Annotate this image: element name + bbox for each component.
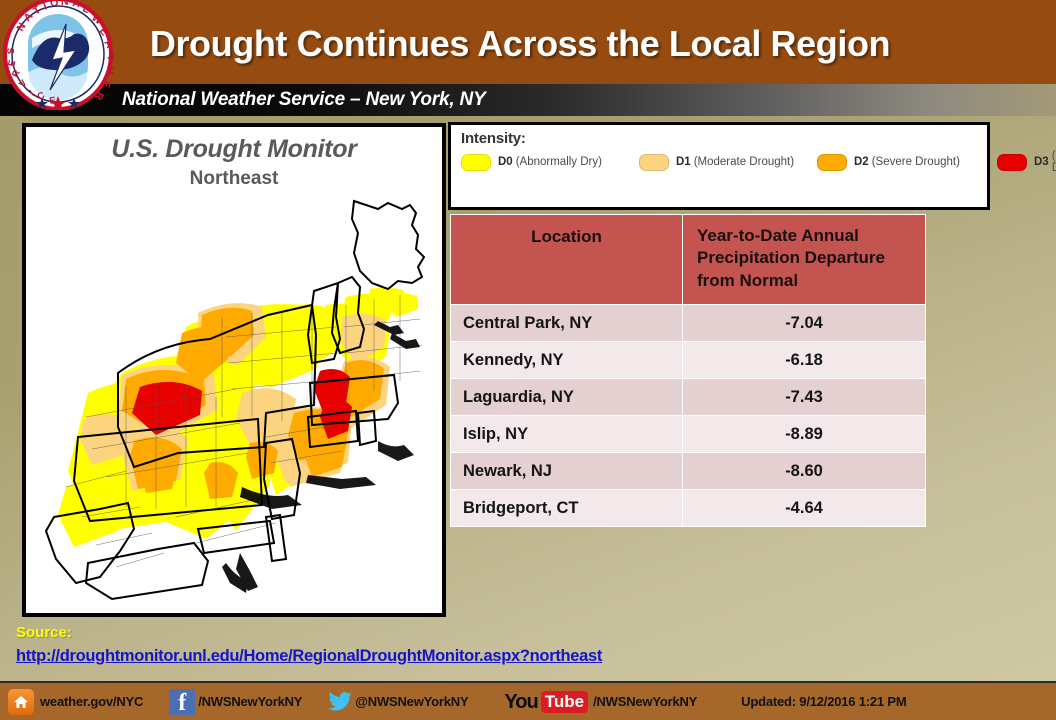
footer-website-label: weather.gov/NYC: [40, 694, 144, 709]
footer-twitter-label: @NWSNewYorkNY: [355, 694, 469, 709]
footer-website[interactable]: weather.gov/NYC: [0, 683, 143, 720]
source-url-link[interactable]: http://droughtmonitor.unl.edu/Home/Regio…: [16, 647, 603, 665]
legend-items: D0 (Abnormally Dry) D1 (Moderate Drought…: [461, 149, 1056, 175]
svg-text:E: E: [6, 59, 18, 68]
map-title: U.S. Drought Monitor: [111, 135, 357, 163]
svg-text:N: N: [61, 0, 69, 8]
legend-swatch-d1-icon: [639, 153, 669, 171]
svg-text:S: S: [6, 48, 17, 55]
footer-youtube-label: /NWSNewYorkNY: [593, 694, 698, 709]
cell-departure: -7.04: [682, 304, 926, 343]
svg-text:C: C: [36, 90, 47, 103]
office-subtitle: National Weather Service – New York, NY: [122, 89, 486, 110]
table-row: Kennedy, NY -6.18: [450, 341, 926, 380]
table-row: Newark, NJ -8.60: [450, 452, 926, 491]
table-row: Bridgeport, CT -4.64: [450, 489, 926, 528]
precipitation-departure-table: Location Year-to-Date Annual Precipitati…: [450, 213, 926, 528]
table-row: Islip, NY -8.89: [450, 415, 926, 454]
legend-item-d1: D1 (Moderate Drought): [639, 149, 817, 175]
footer-updated-label: Updated: 9/12/2016 1:21 PM: [741, 694, 907, 709]
legend-desc-d3: (Extreme Drought): [1051, 150, 1056, 174]
nws-logo-icon: N A T I O N A L W E A T H E R S E R V I …: [2, 0, 117, 111]
legend-item-d0: D0 (Abnormally Dry): [461, 149, 639, 175]
table-row: Laguardia, NY -7.43: [450, 378, 926, 417]
footer-youtube[interactable]: You Tube /NWSNewYorkNY: [504, 683, 697, 720]
legend-desc-d1: (Moderate Drought): [693, 156, 795, 168]
cell-location: Bridgeport, CT: [450, 489, 683, 528]
header-subtitle-bar: [0, 84, 1056, 116]
footer-facebook[interactable]: f /NWSNewYorkNY: [169, 683, 302, 720]
legend-item-d2: D2 (Severe Drought): [817, 149, 997, 175]
legend-code-d1: D1: [676, 156, 691, 168]
cell-departure: -7.43: [682, 378, 926, 417]
drought-monitor-map-panel: U.S. Drought Monitor Northeast: [22, 123, 446, 617]
table-body: Central Park, NY -7.04 Kennedy, NY -6.18…: [450, 304, 926, 528]
svg-text:O: O: [49, 0, 60, 10]
drought-intensity-legend: Intensity: D0 (Abnormally Dry) D1 (Moder…: [448, 122, 1056, 210]
legend-swatch-d2-icon: [817, 153, 847, 171]
cell-departure: -6.18: [682, 341, 926, 380]
legend-desc-d2: (Severe Drought): [871, 156, 960, 168]
northeast-drought-map-image: [26, 187, 442, 613]
footer-twitter[interactable]: @NWSNewYorkNY: [326, 683, 469, 720]
twitter-icon: [326, 689, 354, 715]
cell-departure: -8.60: [682, 452, 926, 491]
youtube-logo-you: You: [504, 690, 538, 713]
svg-text:A: A: [71, 0, 81, 10]
legend-code-d2: D2: [854, 156, 869, 168]
youtube-icon: You Tube: [504, 690, 589, 713]
legend-swatch-d3-icon: [997, 153, 1027, 171]
map-subtitle: Northeast: [189, 168, 279, 189]
svg-text:R: R: [10, 68, 23, 79]
legend-desc-d0: (Abnormally Dry): [515, 156, 602, 168]
svg-text:E: E: [99, 79, 112, 89]
svg-text:L: L: [81, 3, 92, 17]
svg-text:I: I: [28, 88, 36, 99]
svg-text:T: T: [104, 53, 114, 63]
footer-updated: Updated: 9/12/2016 1:21 PM: [741, 683, 907, 720]
svg-text:H: H: [104, 67, 114, 75]
legend-code-d3: D3: [1034, 156, 1049, 168]
cell-departure: -4.64: [682, 489, 926, 528]
footer-bar: weather.gov/NYC f /NWSNewYorkNY @NWSNewY…: [0, 681, 1056, 720]
cell-location: Laguardia, NY: [450, 378, 683, 417]
cell-location: Kennedy, NY: [450, 341, 683, 380]
footer-facebook-label: /NWSNewYorkNY: [198, 694, 303, 709]
table-header-departure: Year-to-Date Annual Precipitation Depart…: [682, 213, 926, 306]
source-label: Source:: [16, 624, 72, 641]
legend-swatch-d0-icon: [461, 153, 491, 171]
table-header-row: Location Year-to-Date Annual Precipitati…: [450, 213, 926, 306]
home-icon: [8, 688, 34, 715]
svg-text:I: I: [42, 1, 49, 13]
facebook-icon: f: [169, 688, 196, 715]
cell-departure: -8.89: [682, 415, 926, 454]
cell-location: Newark, NJ: [450, 452, 683, 491]
page-title: Drought Continues Across the Local Regio…: [149, 23, 891, 64]
legend-title: Intensity:: [461, 130, 526, 147]
cell-location: Islip, NY: [450, 415, 683, 454]
header-title-bar: [0, 0, 1056, 84]
legend-item-d3: D3 (Extreme Drought): [997, 149, 1056, 175]
legend-code-d0: D0: [498, 156, 513, 168]
cell-location: Central Park, NY: [450, 304, 683, 343]
table-row: Central Park, NY -7.04: [450, 304, 926, 343]
youtube-logo-tube: Tube: [540, 690, 589, 713]
svg-text:E: E: [49, 95, 57, 107]
table-header-location: Location: [450, 213, 683, 306]
